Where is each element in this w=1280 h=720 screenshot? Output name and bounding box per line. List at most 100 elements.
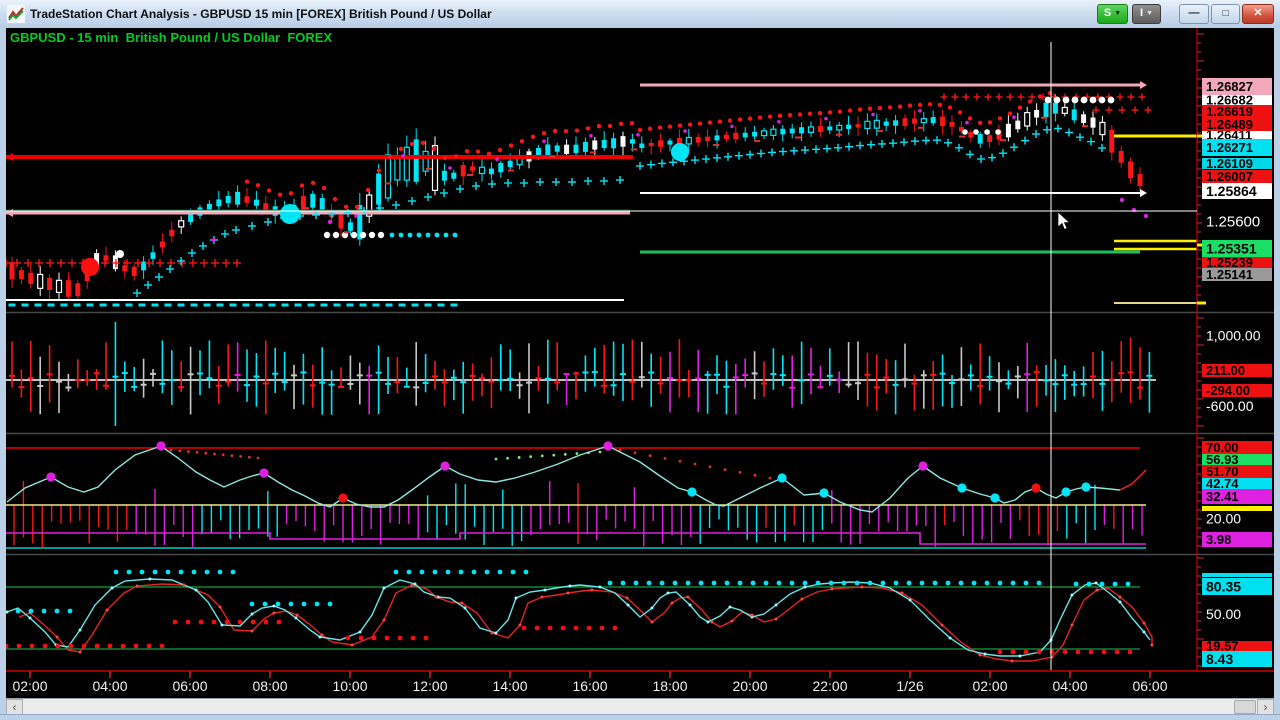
chart-canvas[interactable]: 1.268271.266821.266191.264891.264111.262… [2,28,1274,698]
osc-signal-dot-cyan [990,493,1000,503]
volume-label: 211.00 [1202,364,1272,377]
symbol-heading: GBPUSD - 15 min British Pound / US Dolla… [10,30,333,45]
red-dot-trail [376,168,382,173]
candle-body [394,157,401,181]
close-button[interactable]: ✕ [1242,4,1274,24]
magenta-dot [636,133,640,137]
svg-text:20.00: 20.00 [1206,511,1241,527]
style-dropdown-button[interactable]: S ▼ [1097,4,1128,24]
chart-mark [1150,643,1154,647]
candle-body [648,142,654,147]
red-dot-trail [442,155,448,161]
candle-body [760,130,768,137]
time-label: 1/26 [896,678,923,694]
candle-body [18,270,24,279]
svg-text:-600.00: -600.00 [1206,398,1254,414]
candle-body [1034,109,1040,118]
scroll-right-button[interactable]: › [1257,699,1274,715]
chart-mark [948,636,952,640]
candle-body [338,214,344,229]
candle-body [817,126,823,133]
red-dot-trail [596,124,602,129]
stoch-dot-row [698,580,704,586]
candle-body [75,283,81,297]
title-bar[interactable]: TradeStation Chart Analysis - GBPUSD 15 … [0,0,1280,29]
magenta-dot [871,112,875,117]
svg-text:1,000.00: 1,000.00 [1206,328,1261,344]
red-dot-trail [1007,111,1013,116]
stochastic-label: 8.43 [1202,651,1272,667]
red-dot-trail [717,119,723,124]
red-dot-trail [321,185,327,191]
osc-signal-dot-cyan [819,488,829,498]
white-dot-row [995,129,1001,135]
stoch-dot-row [1112,581,1118,587]
candle-body [431,145,439,191]
osc-red-trail-dot [221,453,225,457]
candle-body [441,170,447,181]
stoch-dot-row [646,580,652,586]
stoch-dot-row [659,580,665,586]
candle-body [28,272,34,284]
stoch-dot-row [432,569,438,575]
candle-body [564,144,570,154]
white-dot-row [1098,96,1106,104]
stoch-dot-row [301,601,307,607]
chart-client-area[interactable]: 1.26827 1.26682 1.26619 1.26489 1.26411 1.262… [2,28,1274,698]
osc-red-trail-dot [178,449,182,453]
scroll-left-button[interactable]: ‹ [6,699,23,715]
chart-mark [78,650,82,654]
scrollbar-thumb[interactable] [1234,700,1256,714]
red-dot-trail [847,108,853,113]
white-dot-row [1053,96,1061,104]
chart-mark [566,591,570,595]
restore-button[interactable]: □ [1211,4,1240,24]
stoch-dot-row [932,580,938,586]
candle-body [911,118,917,124]
red-dot-trail [927,102,933,107]
stoch-cyan-line [6,578,1151,657]
stoch-dot-row [471,569,477,575]
candle-body [554,145,560,152]
chart-mark [318,635,322,639]
stochastic-label: 80.35 [1202,578,1272,595]
signal-dot [81,258,99,276]
svg-text:42.74: 42.74 [1206,476,1239,491]
indicator-dropdown-button[interactable]: I ▼ [1132,4,1161,24]
stoch-dot-row [345,635,351,641]
osc-red-trail-dot [753,473,757,477]
white-dot-row [973,129,979,135]
osc-red-trail-dot [708,465,712,469]
red-dot-trail [697,121,703,126]
horizontal-scrollbar[interactable]: ‹ › [6,698,1274,715]
chart-mark [358,630,362,634]
time-label: 02:00 [12,678,47,694]
stoch-dot-row [384,635,390,641]
red-dash [918,126,924,129]
dash-marker [281,303,289,307]
magenta-dot [401,154,405,158]
svg-text:80.35: 80.35 [1206,579,1241,595]
candle-body [253,199,259,206]
volume-label: 1,000.00 [1202,328,1272,344]
stochastic-label [1202,573,1272,577]
magenta-dot [683,129,687,133]
magenta-dot [327,219,333,225]
volume-label: -294.00 [1202,384,1272,397]
red-dot-trail [677,123,683,128]
candle-body [9,262,15,280]
chart-mark [803,585,807,589]
osc-red-trail-dot [213,452,216,456]
cyan-dot-row [425,232,431,238]
candle-body [920,118,927,124]
osc-red-trail-dot [633,451,637,455]
svg-text:56.93: 56.93 [1206,452,1239,467]
candle-body [723,134,729,140]
minimize-button[interactable]: — [1179,4,1209,24]
cyan-dot-row [407,232,413,238]
red-dot-trail [737,117,743,122]
candle-body [968,132,974,138]
stoch-dot-row [81,643,87,649]
stoch-dot-row [172,619,178,625]
stoch-dot-row [997,649,1003,655]
